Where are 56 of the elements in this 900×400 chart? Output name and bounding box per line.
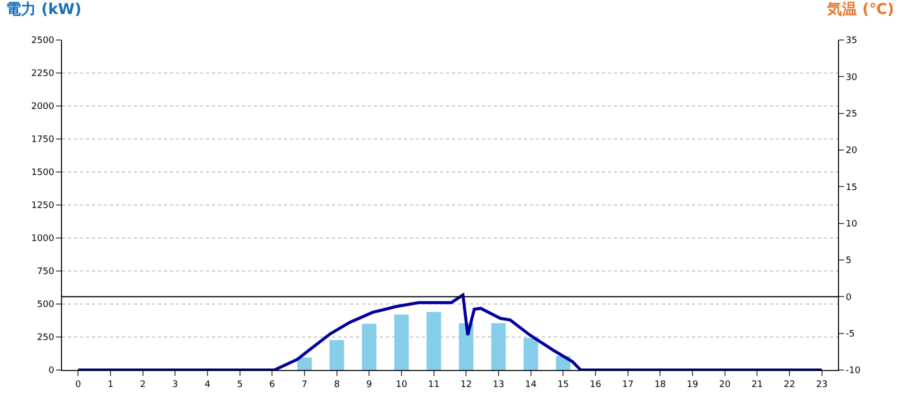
x-tick-label: 9 [366,380,372,390]
y2-tick-label: 15 [846,182,858,193]
x-tick-label: 18 [654,380,666,390]
y-tick-label: 2250 [31,69,54,80]
x-tick-label: 22 [784,380,796,390]
y2-tick-label: 35 [846,36,858,46]
y2-tick-label: 0 [846,292,852,303]
x-tick-label: 20 [719,380,731,390]
bar [330,340,344,370]
x-tick-label: 17 [622,380,634,390]
y2-axis-title: 気温 (℃) [826,0,894,18]
y-tick-label: 0 [48,366,54,376]
x-tick-label: 19 [686,380,698,390]
x-tick-label: 12 [460,380,472,390]
x-tick-label: 1 [108,380,114,390]
y-tick-label: 1750 [31,135,54,146]
y2-tick-label: 10 [846,219,858,230]
y-tick-label: 500 [37,300,54,310]
y-tick-label: 250 [37,333,54,344]
x-tick-label: 0 [75,380,82,390]
x-tick-label: 10 [396,380,408,390]
x-tick-label: 15 [557,380,569,390]
x-tick-label: 11 [428,380,440,390]
x-tick-label: 6 [269,380,276,390]
x-tick-label: 16 [590,380,602,390]
x-tick-label: 7 [302,380,308,390]
y-axis-title: 電力 (kW) [6,0,82,18]
x-tick-label: 3 [172,380,178,390]
y-tick-label: 1500 [31,168,54,178]
x-tick-label: 4 [204,380,211,390]
y2-tick-label: 20 [846,146,858,156]
y-tick-label: 1000 [31,234,54,244]
bar [297,357,312,370]
x-tick-label: 8 [334,380,340,390]
bar [524,338,538,370]
x-tick-label: 23 [816,380,828,390]
y-tick-label: 1250 [31,201,54,212]
bar [491,323,506,370]
y2-tick-label: 5 [846,256,852,266]
bar [394,314,409,370]
x-tick-label: 14 [525,380,537,390]
y2-tick-label: -10 [846,366,861,376]
y-tick-label: 2000 [31,102,54,112]
x-tick-label: 13 [492,380,504,390]
x-tick-label: 5 [236,380,243,390]
y2-tick-label: 25 [846,109,858,120]
y2-tick-label: -5 [846,329,855,340]
y-tick-label: 2500 [31,36,54,46]
y2-tick-label: 30 [846,72,858,83]
bar [362,324,376,370]
x-tick-label: 21 [751,380,763,390]
y-tick-label: 750 [37,267,54,278]
line-series [76,294,824,370]
x-tick-label: 2 [140,380,146,390]
bar [426,312,442,370]
bar [458,323,474,370]
